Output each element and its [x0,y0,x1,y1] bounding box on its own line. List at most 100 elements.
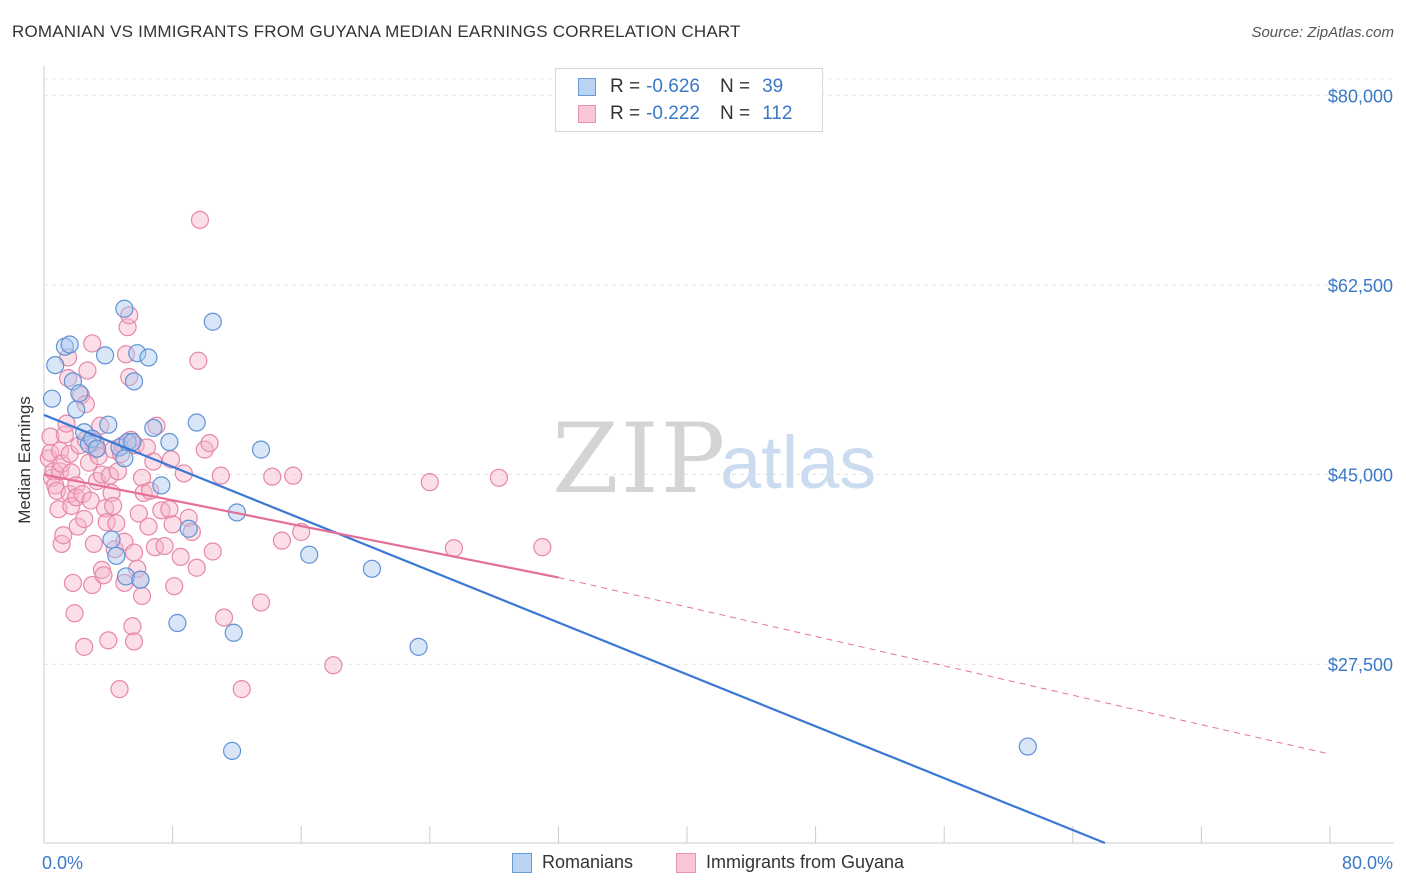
guyana-point [99,631,118,650]
guyana-point [179,508,198,527]
guyana-point [163,515,182,534]
guyana-point [68,517,87,536]
romanians-point [179,519,198,538]
legend-r-value: -0.222 [646,103,700,124]
romanians-point [152,476,171,495]
romanians-point [95,346,115,365]
legend-swatch-blue [512,852,532,873]
guyana-point [165,577,184,596]
guyana-point [41,427,60,446]
guyana-point [132,468,152,487]
legend-r-value: -0.626 [646,76,700,97]
guyana-point [489,468,509,487]
romanians-point [42,389,62,408]
guyana-point [123,617,142,636]
romanians-point [222,741,242,760]
guyana-point [145,538,165,557]
guyana-point [76,395,95,414]
guyana-point [107,514,126,533]
guyana-point [171,547,190,567]
romanians-point [131,570,150,589]
guyana-point [105,540,124,559]
guyana-point [104,496,123,516]
watermark-atlas: atlas [720,421,876,504]
tick-labels: $27,500 $45,000 $62,500 $80,000 0.0% 80.0% [42,86,1393,873]
guyana-point [444,539,464,558]
source-label: Source: ZipAtlas.com [1251,24,1394,41]
romanians-point [99,415,118,434]
romanians-point [107,546,126,565]
romanians-point [115,449,134,468]
guyana-point [187,558,206,577]
guyana-point [75,637,94,656]
guyana-point [211,466,230,485]
romanians-point [70,384,89,403]
guyana-point [81,491,100,510]
guyana-point [139,517,158,536]
romanians-point [124,372,144,391]
legend-r-label: R = [610,103,641,124]
romanians-point [224,623,243,642]
romanians-point [409,637,428,656]
guyana-point [251,593,271,612]
romanians-point [1018,737,1037,756]
y-tick-label: $80,000 [1328,86,1393,106]
guyana-point [94,566,113,585]
guyana-point [63,573,83,593]
y-tick-label: $45,000 [1328,466,1393,486]
guyana-point [83,334,102,353]
legend-n-label: N = [719,76,751,97]
guyana-point [533,538,552,557]
legend-n-value: 112 [762,103,793,124]
romanians-point [102,530,121,549]
gridlines [44,78,1394,665]
guyana-point [124,632,144,651]
guyana-point [65,604,84,623]
y-tick-label: $62,500 [1328,276,1393,296]
romanians-point [116,567,136,586]
guyana-trend-extension [558,577,1331,755]
romanians-point [203,312,222,331]
guyana-point [160,500,179,519]
legend-n-label: N = [719,103,751,124]
guyana-point [132,586,152,606]
guyana-point [232,680,251,699]
legend-row-romanians: R = -0.626 N = 39 [578,74,783,100]
romanians-point [300,545,319,564]
romanians-point [60,335,79,354]
guyana-point [78,361,97,380]
guyana-point [190,210,210,229]
bottom-legend-romanians: Romanians [512,852,633,873]
romanians-point [115,299,134,318]
romanians-point [160,432,179,452]
guyana-point [272,531,292,550]
watermark-zip: ZIP [552,403,727,515]
axes [43,66,1394,844]
guyana-point [214,608,234,627]
legend-swatch-pink [578,105,596,123]
legend-swatch-pink [676,852,696,873]
romanians-point [251,440,271,459]
legend-label-guyana: Immigrants from Guyana [706,852,905,872]
guyana-point [324,656,343,675]
guyana-point [147,416,166,435]
guyana-point [50,441,70,460]
trend-lines [43,413,1331,845]
guyana-point [75,509,94,529]
romanians-point [168,613,187,633]
romanians-point [144,418,163,438]
guyana-point [84,534,103,554]
romanians-point [362,559,382,578]
legend-label-romanians: Romanians [542,852,634,872]
guyana-point [59,368,78,388]
legend-swatch-blue [578,78,596,96]
guyana-point [155,536,174,556]
guyana-point [420,473,439,492]
y-tick-label: $27,500 [1328,655,1393,675]
legend-n-value: 39 [762,76,784,97]
guyana-point [189,351,208,370]
guyana-point [284,466,303,485]
x-tick-label: 80.0% [1342,853,1393,873]
romanians-point [139,348,158,367]
guyana-point [124,543,144,562]
